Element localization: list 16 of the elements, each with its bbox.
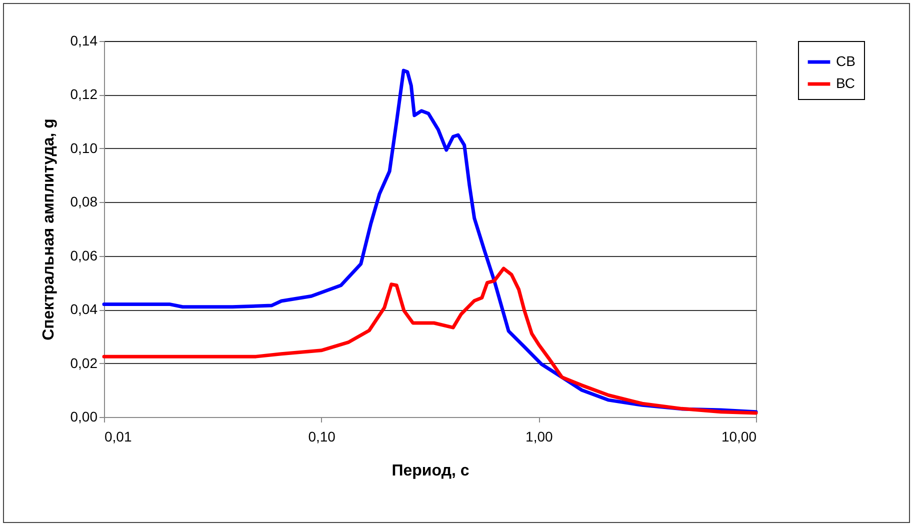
y-tick-label: 0,04 — [70, 301, 98, 318]
y-tick-label: 0,14 — [70, 32, 98, 48]
x-tick-label: 0,01 — [104, 428, 132, 444]
y-tick-label: 0,08 — [70, 194, 98, 210]
x-tick-label: 1,00 — [526, 428, 554, 444]
legend-label: СВ — [836, 53, 856, 69]
y-tick-label: 0,12 — [70, 86, 98, 102]
y-tick-label: 0,10 — [70, 140, 98, 156]
legend-label: ВС — [836, 75, 855, 91]
x-tick-label: 10,00 — [721, 428, 757, 444]
y-tick-label: 0,00 — [70, 408, 98, 424]
y-tick-label: 0,06 — [70, 247, 98, 264]
x-tick-label: 0,10 — [308, 428, 336, 444]
x-axis-title: Период, с — [392, 462, 470, 480]
y-axis-title: Спектральная амплитуда, g — [40, 118, 58, 340]
y-tick-label: 0,02 — [70, 354, 98, 371]
